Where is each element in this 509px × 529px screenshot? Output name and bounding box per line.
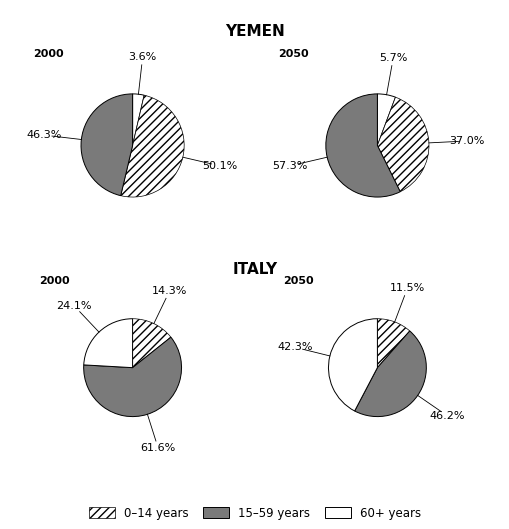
Wedge shape bbox=[81, 94, 132, 196]
Wedge shape bbox=[83, 337, 181, 416]
Text: YEMEN: YEMEN bbox=[224, 24, 285, 39]
Wedge shape bbox=[354, 331, 426, 416]
Text: 57.3%: 57.3% bbox=[272, 161, 307, 171]
Text: 46.2%: 46.2% bbox=[429, 411, 464, 421]
Wedge shape bbox=[121, 95, 184, 197]
Wedge shape bbox=[377, 318, 409, 368]
Text: 2000: 2000 bbox=[34, 49, 64, 59]
Text: 2000: 2000 bbox=[39, 276, 69, 286]
Wedge shape bbox=[328, 318, 377, 411]
Wedge shape bbox=[132, 94, 144, 145]
Text: 14.3%: 14.3% bbox=[152, 286, 187, 296]
Wedge shape bbox=[83, 318, 132, 368]
Text: ITALY: ITALY bbox=[232, 262, 277, 277]
Legend: 0–14 years, 15–59 years, 60+ years: 0–14 years, 15–59 years, 60+ years bbox=[85, 503, 424, 523]
Text: 5.7%: 5.7% bbox=[378, 52, 407, 62]
Text: 24.1%: 24.1% bbox=[56, 301, 92, 311]
Text: 37.0%: 37.0% bbox=[448, 136, 484, 146]
Wedge shape bbox=[377, 94, 394, 145]
Text: 42.3%: 42.3% bbox=[277, 342, 312, 352]
Wedge shape bbox=[325, 94, 400, 197]
Text: 61.6%: 61.6% bbox=[140, 443, 176, 453]
Text: 2050: 2050 bbox=[283, 276, 314, 286]
Text: 3.6%: 3.6% bbox=[128, 52, 156, 62]
Text: 50.1%: 50.1% bbox=[202, 161, 237, 171]
Wedge shape bbox=[377, 97, 428, 191]
Wedge shape bbox=[132, 318, 171, 368]
Text: 46.3%: 46.3% bbox=[26, 130, 62, 140]
Text: 11.5%: 11.5% bbox=[389, 284, 424, 293]
Text: 2050: 2050 bbox=[278, 49, 308, 59]
